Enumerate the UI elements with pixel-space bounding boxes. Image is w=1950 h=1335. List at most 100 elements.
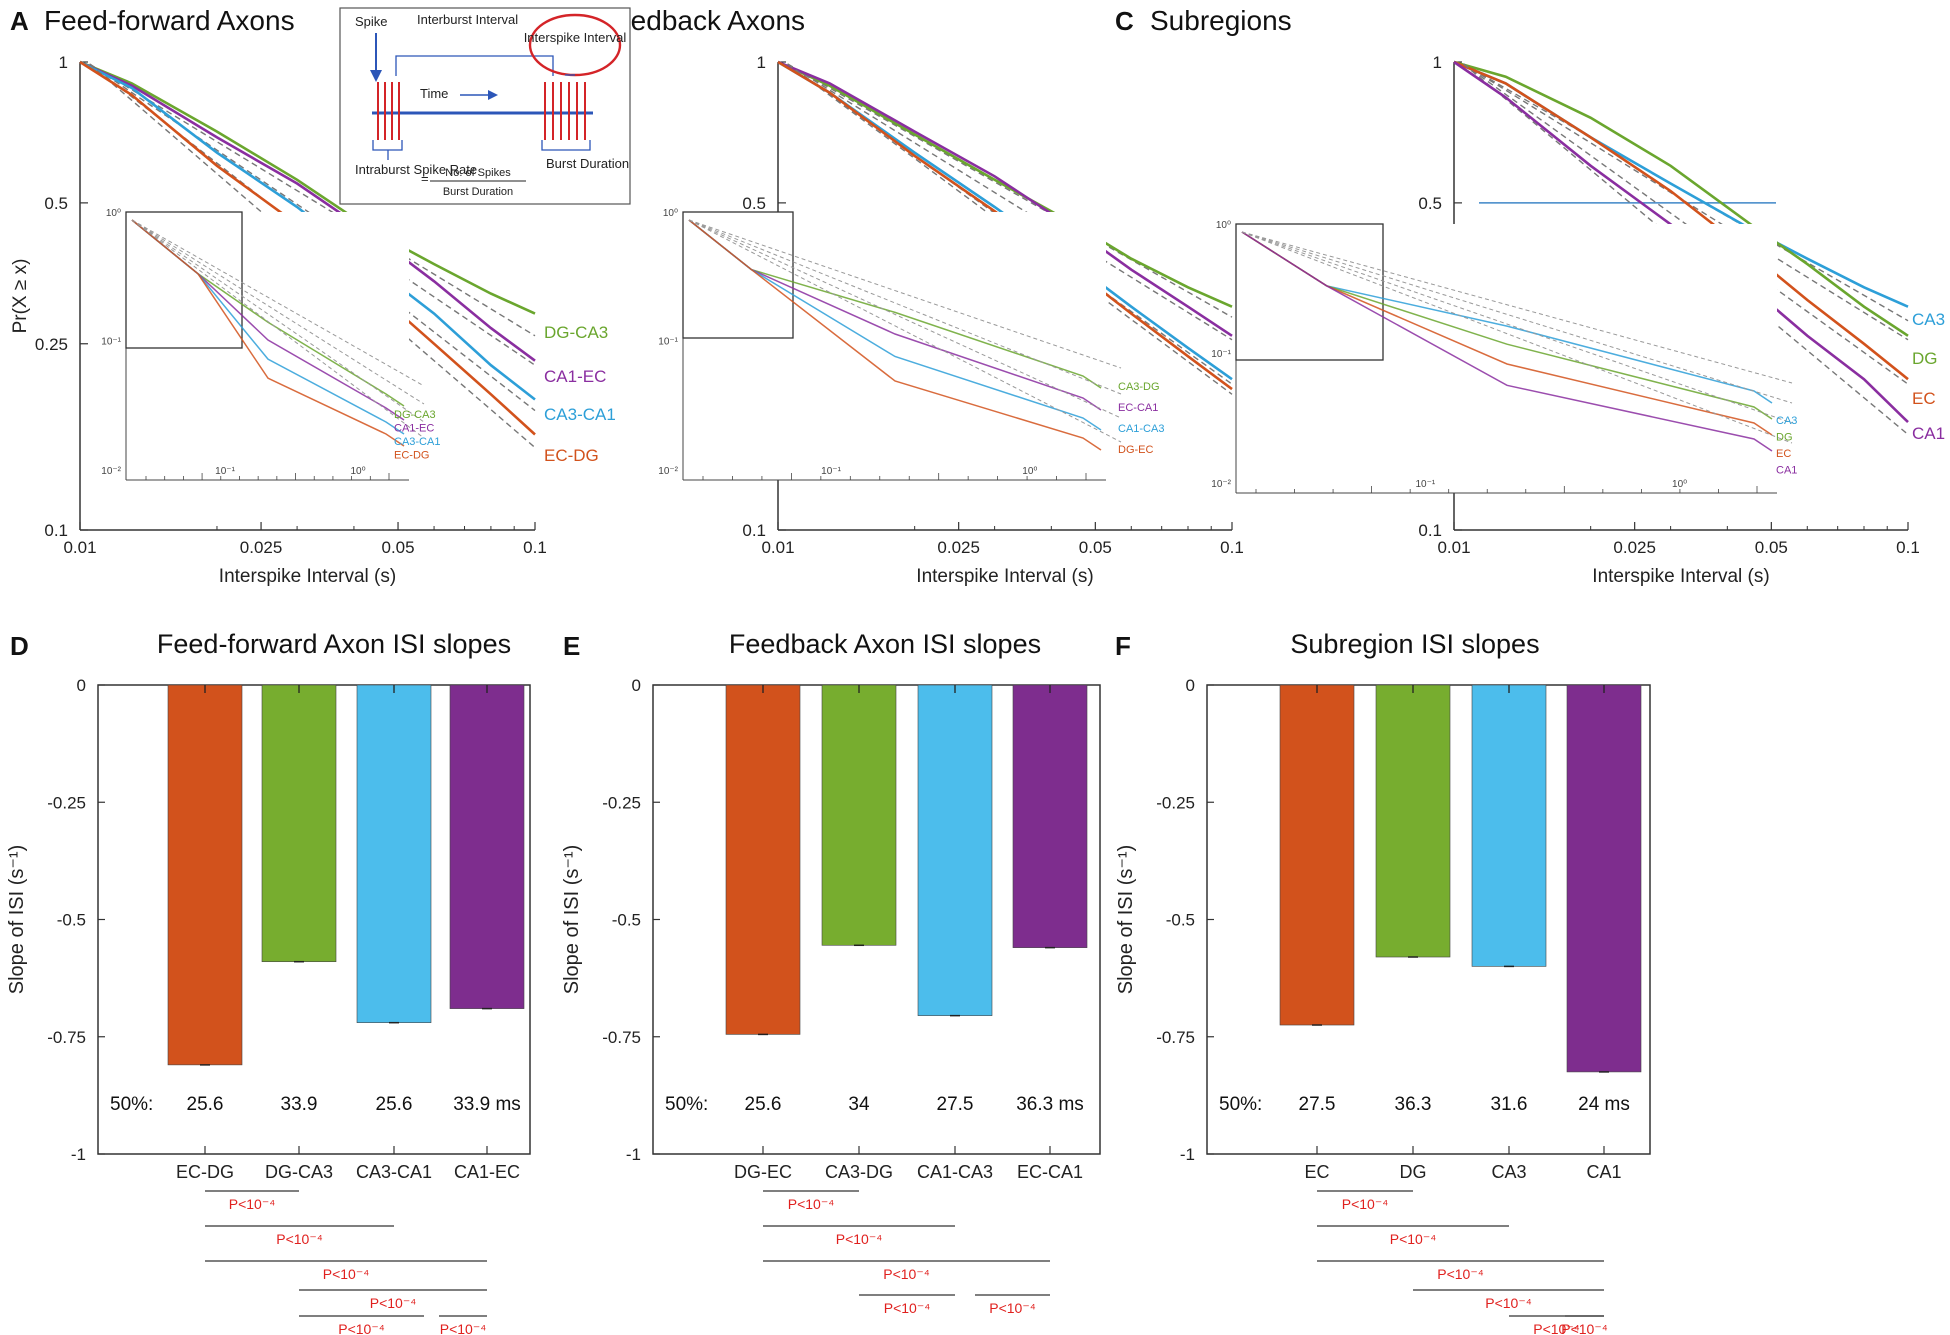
fifty-percent-value: 25.6	[187, 1094, 224, 1115]
panel-c: CSubregions0.10.250.510.010.0250.050.1In…	[1115, 5, 1945, 587]
fifty-percent-label: 50%:	[665, 1094, 708, 1115]
inset-y-tick-label: 10⁻²	[1211, 479, 1231, 490]
panel-letter: F	[1115, 631, 1131, 661]
series-label: DG	[1912, 349, 1938, 368]
panel-title: Subregions	[1150, 5, 1292, 36]
x-tick-label: EC-DG	[176, 1162, 234, 1182]
inset-series-label: DG	[1776, 432, 1793, 444]
bar	[917, 684, 993, 1016]
x-axis-label: Interspike Interval (s)	[1592, 566, 1769, 587]
series-label: CA3	[1912, 310, 1945, 329]
p-value-label: P<10⁻⁴	[276, 1231, 323, 1247]
schematic-burst-duration-label: Burst Duration	[546, 156, 629, 171]
fifty-percent-value: 31.6	[1491, 1094, 1528, 1115]
y-axis-label: Slope of ISI (s⁻¹)	[6, 845, 28, 995]
y-tick-label: 0.25	[35, 335, 68, 354]
inset-x-tick-label: 10⁰	[1672, 479, 1687, 490]
inset-series-line	[131, 219, 405, 447]
y-tick-label: 0.1	[1418, 521, 1442, 540]
fifty-percent-value: 24 ms	[1578, 1094, 1630, 1115]
y-tick-label: 0.5	[44, 194, 68, 213]
inset-series-line	[1241, 231, 1773, 452]
fit-line	[787, 63, 1233, 395]
panel-title: Feed-forward Axons	[44, 5, 295, 36]
schematic-numerator: No. of Spikes	[445, 167, 511, 179]
fifty-percent-value: 27.5	[1299, 1094, 1336, 1115]
inset-fit-line	[131, 219, 425, 423]
fifty-percent-label: 50%:	[1219, 1094, 1262, 1115]
x-tick-label: 0.05	[1079, 538, 1112, 557]
panel-title: Subregion ISI slopes	[1290, 629, 1539, 659]
y-tick-label: -0.75	[1156, 1028, 1195, 1047]
x-tick-label: 0.01	[761, 538, 794, 557]
p-value-label: P<10⁻⁴	[1561, 1321, 1608, 1335]
panel-letter: D	[10, 631, 29, 661]
p-value-label: P<10⁻⁴	[788, 1196, 835, 1212]
bar	[449, 684, 525, 1009]
p-value-label: P<10⁻⁴	[229, 1196, 276, 1212]
p-value-label: P<10⁻⁴	[884, 1300, 931, 1316]
inset-x-tick-label: 10⁰	[1022, 466, 1037, 477]
fit-line	[787, 63, 1233, 341]
inset-series-label: EC-DG	[394, 450, 429, 462]
time-arrow-head	[488, 90, 498, 100]
fifty-percent-label: 50%:	[110, 1094, 153, 1115]
y-tick-label: 0.1	[742, 521, 766, 540]
inset-y-tick-label: 10⁻¹	[658, 337, 678, 348]
inset-fit-line	[1241, 231, 1793, 404]
y-tick-label: 1	[59, 53, 68, 72]
bar	[1279, 684, 1355, 1026]
y-tick-label: -0.25	[47, 793, 86, 812]
inset-plot: 10⁰ 10⁻¹ 10⁻² 10⁻¹ 10⁰ CA3-DG EC-CA1 CA1-CA3 DG-…	[658, 208, 1164, 481]
fifty-percent-value: 34	[848, 1094, 870, 1115]
panel-a: A Feed-forward Axons 0.1 0.25 0.5 1 0.01 0.025 0…	[10, 5, 616, 587]
y-tick-label: 1	[1433, 53, 1442, 72]
inset-series-label: EC-CA1	[1118, 402, 1158, 414]
fifty-percent-value: 33.9 ms	[453, 1094, 521, 1115]
bar	[821, 684, 897, 946]
inset-plot: 10⁰ 10⁻¹ 10⁻² 10⁻¹ 10⁰ CA3 DG EC CA1	[1211, 220, 1797, 494]
inset-fit-line	[1241, 231, 1793, 444]
p-value-label: P<10⁻⁴	[1437, 1266, 1484, 1282]
inset-y-tick-label: 10⁰	[106, 208, 121, 219]
series-line	[1453, 60, 1909, 381]
panel-title: Feedback Axon ISI slopes	[729, 629, 1041, 659]
bar	[725, 684, 801, 1035]
x-tick-label: 0.025	[240, 538, 283, 557]
y-tick-label: -0.25	[602, 793, 641, 812]
zoom-frame	[125, 211, 243, 349]
y-axis-label: Slope of ISI (s⁻¹)	[561, 845, 583, 995]
schematic-box	[339, 7, 631, 205]
inset-series-label: CA3-DG	[1118, 381, 1160, 393]
y-tick-label: -0.5	[57, 911, 86, 930]
x-tick-label: 0.01	[63, 538, 96, 557]
inset-background	[1236, 224, 1777, 493]
x-tick-label: CA3	[1491, 1162, 1526, 1182]
x-tick-label: 0.01	[1437, 538, 1470, 557]
series-line	[777, 60, 1233, 337]
x-tick-label: 0.025	[937, 538, 980, 557]
interburst-bracket	[395, 55, 554, 76]
y-tick-label: -1	[626, 1145, 641, 1164]
y-tick-label: 0	[1186, 676, 1195, 695]
y-tick-label: 0.5	[1418, 194, 1442, 213]
panel-letter: A	[10, 6, 29, 36]
inset-series-label: DG-CA3	[394, 409, 436, 421]
inset-fit-line	[1241, 231, 1793, 424]
fit-line	[787, 63, 1233, 318]
x-tick-label: DG	[1400, 1162, 1427, 1182]
bar	[261, 684, 337, 963]
zoom-frame	[1235, 223, 1384, 361]
series-line	[79, 60, 536, 315]
p-value-label: P<10⁻⁴	[989, 1300, 1036, 1316]
inset-x-tick-label: 10⁰	[350, 466, 365, 477]
inset-fit-line	[688, 219, 1122, 419]
p-value-label: P<10⁻⁴	[1485, 1295, 1532, 1311]
spike-arrow-head	[370, 70, 382, 82]
bar	[1012, 684, 1088, 948]
bar	[1375, 684, 1451, 958]
series-label: EC	[1912, 389, 1936, 408]
inset-background	[126, 212, 409, 480]
x-tick-label: CA1-CA3	[917, 1162, 993, 1182]
